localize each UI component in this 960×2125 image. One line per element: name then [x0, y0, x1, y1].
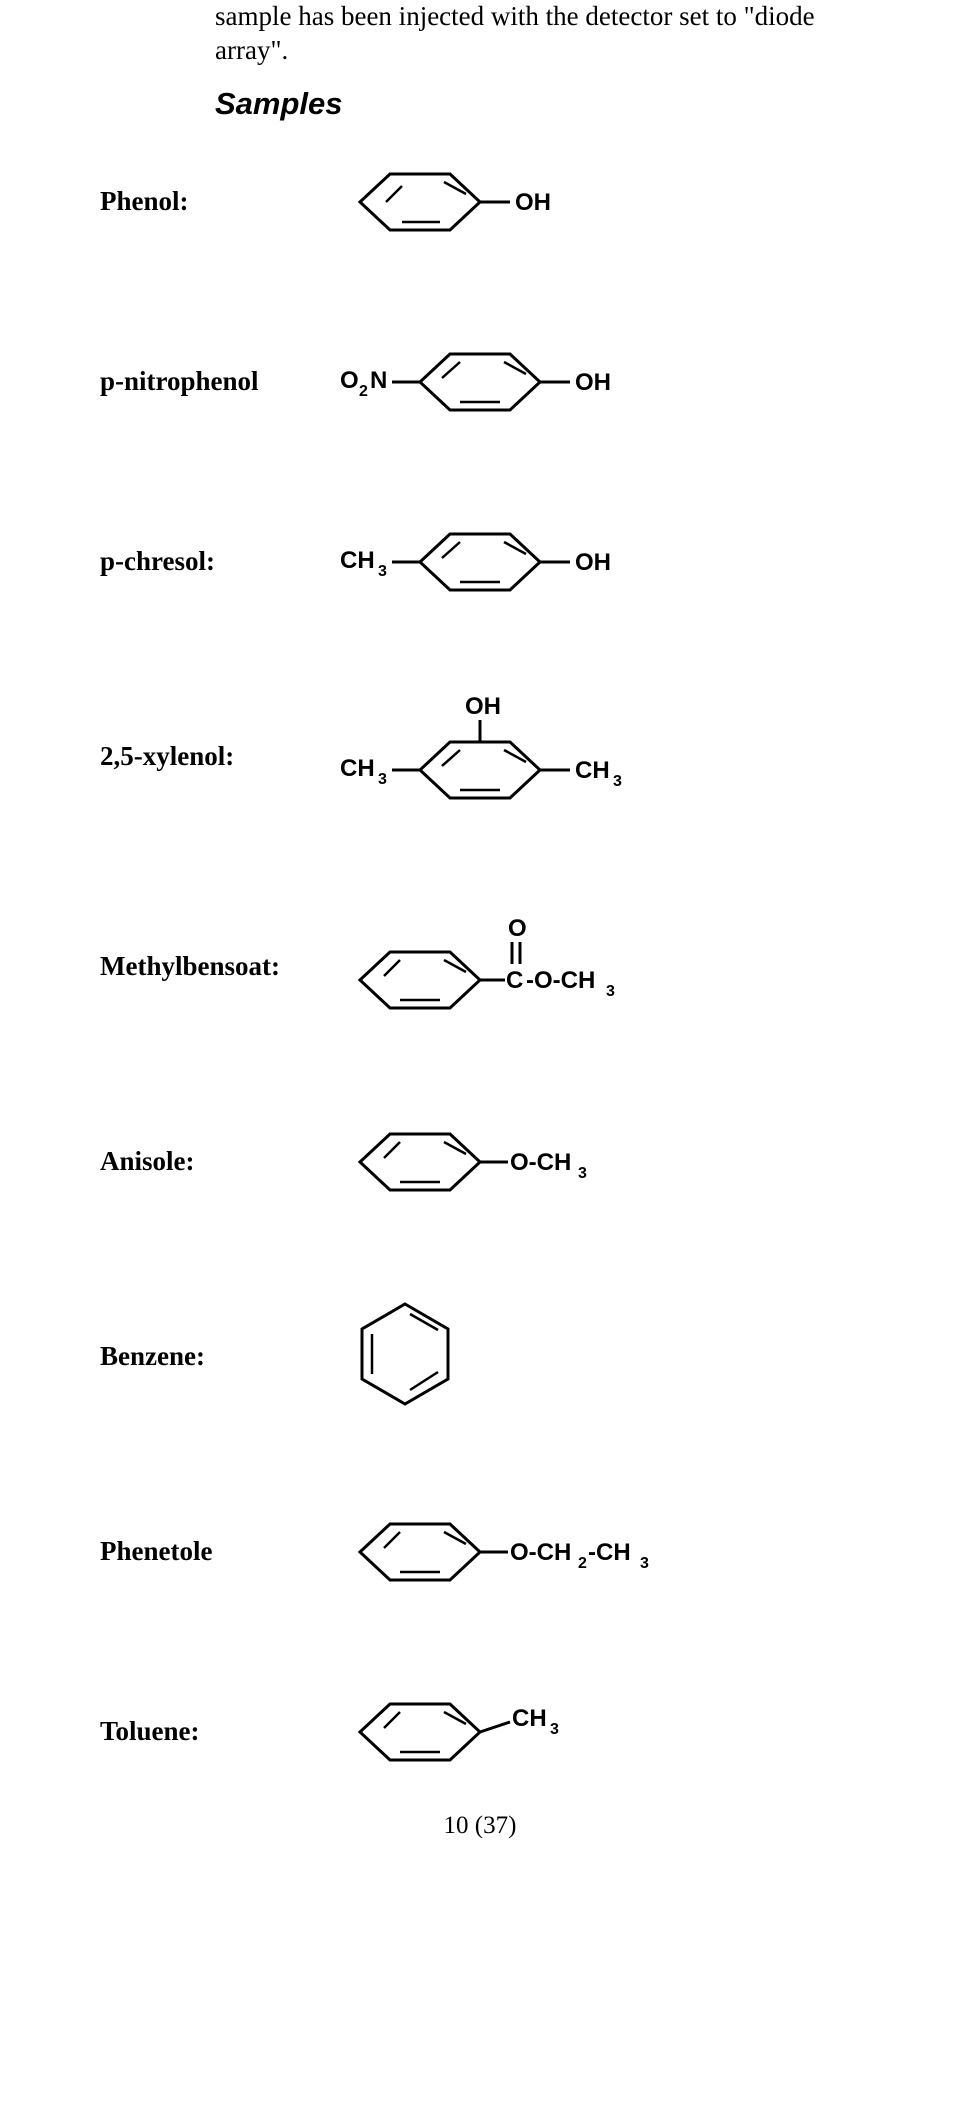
svg-text:3: 3: [378, 563, 387, 580]
benzene-structure: [340, 1292, 760, 1422]
svg-text:OH: OH: [575, 369, 611, 396]
sample-label-pnitrophenol: p-nitrophenol: [0, 366, 340, 397]
svg-text:O: O: [508, 915, 527, 942]
sample-row-toluene: Toluene: CH 3: [0, 1682, 960, 1782]
svg-text:2: 2: [578, 1555, 587, 1572]
svg-text:3: 3: [550, 1721, 559, 1738]
svg-text:O-CH: O-CH: [510, 1539, 571, 1566]
svg-text:O: O: [340, 367, 359, 394]
sample-label-anisole: Anisole:: [0, 1146, 340, 1177]
svg-text:N: N: [370, 367, 387, 394]
phenol-structure: OH: [340, 152, 760, 252]
pchresol-structure: CH 3 OH: [340, 512, 760, 612]
sample-row-methylbensoat: Methylbensoat: C O -O-CH 3: [0, 902, 960, 1032]
section-title: Samples: [215, 86, 960, 122]
phenetole-structure: O-CH 2 -CH 3: [340, 1502, 760, 1602]
svg-text:OH: OH: [465, 693, 501, 720]
svg-text:OH: OH: [575, 549, 611, 576]
sample-row-benzene: Benzene:: [0, 1292, 960, 1422]
sample-label-phenol: Phenol:: [0, 186, 340, 217]
svg-text:-CH: -CH: [588, 1539, 631, 1566]
svg-text:2: 2: [359, 383, 368, 400]
sample-row-phenol: Phenol: OH: [0, 152, 960, 252]
page: sample has been injected with the detect…: [0, 0, 960, 1880]
intro-text: sample has been injected with the detect…: [215, 0, 880, 68]
sample-row-pnitrophenol: p-nitrophenol O 2 N OH: [0, 332, 960, 432]
svg-text:-O-CH: -O-CH: [526, 967, 595, 994]
sample-label-pchresol: p-chresol:: [0, 546, 340, 577]
svg-text:O-CH: O-CH: [510, 1149, 571, 1176]
sample-row-xylenol: 2,5-xylenol: OH CH 3 CH 3: [0, 692, 960, 822]
methylbensoat-structure: C O -O-CH 3: [340, 902, 760, 1032]
svg-text:3: 3: [613, 773, 622, 790]
page-number: 10 (37): [0, 1812, 960, 1840]
toluene-structure: CH 3: [340, 1682, 760, 1782]
sample-row-pchresol: p-chresol: CH 3 OH: [0, 512, 960, 612]
svg-text:CH: CH: [512, 1705, 547, 1732]
svg-text:CH: CH: [340, 547, 375, 574]
sample-label-toluene: Toluene:: [0, 1716, 340, 1747]
sample-label-benzene: Benzene:: [0, 1341, 340, 1372]
xylenol-structure: OH CH 3 CH 3: [340, 692, 760, 822]
svg-text:C: C: [506, 967, 523, 994]
svg-text:3: 3: [640, 1555, 649, 1572]
svg-text:CH: CH: [340, 755, 375, 782]
pnitrophenol-structure: O 2 N OH: [340, 332, 760, 432]
svg-text:3: 3: [378, 771, 387, 788]
svg-text:OH: OH: [515, 189, 551, 216]
svg-text:CH: CH: [575, 757, 610, 784]
anisole-structure: O-CH 3: [340, 1112, 760, 1212]
svg-text:3: 3: [606, 983, 615, 1000]
sample-row-phenetole: Phenetole O-CH 2 -CH 3: [0, 1502, 960, 1602]
svg-text:3: 3: [578, 1165, 587, 1182]
sample-label-phenetole: Phenetole: [0, 1536, 340, 1567]
sample-label-xylenol: 2,5-xylenol:: [0, 741, 340, 772]
sample-label-methylbensoat: Methylbensoat:: [0, 951, 340, 982]
sample-row-anisole: Anisole: O-CH 3: [0, 1112, 960, 1212]
